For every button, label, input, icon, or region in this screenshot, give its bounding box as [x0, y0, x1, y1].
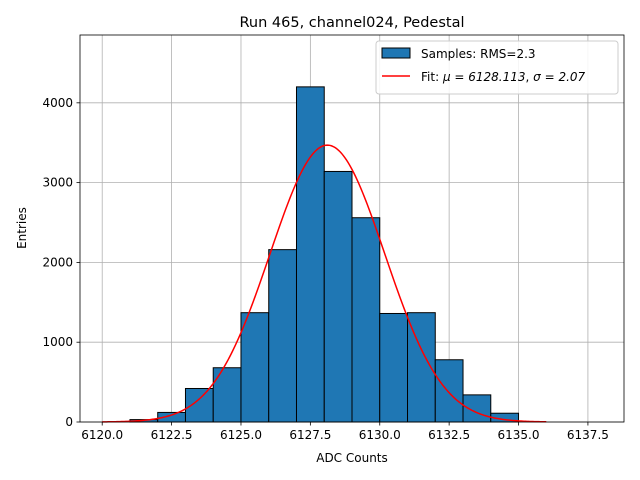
histogram-bar: [212, 367, 242, 423]
histogram-bar: [295, 86, 325, 423]
y-tick-label: 2000: [42, 255, 73, 269]
y-tick-label: 4000: [42, 96, 73, 110]
histogram-bar: [184, 387, 214, 423]
legend-fit-label: Fit: μ = 6128.113, σ = 2.07: [421, 70, 586, 84]
y-axis-ticks: 0 1000 2000 3000 4000: [42, 96, 80, 429]
legend-samples-swatch: [381, 47, 411, 59]
legend: Samples: RMS=2.3 Fit: μ = 6128.113, σ = …: [375, 40, 619, 95]
legend-box: [375, 40, 619, 95]
x-tick-label: 6120.0: [81, 428, 123, 442]
fit-curve: [102, 144, 547, 423]
x-tick-label: 6132.5: [428, 428, 470, 442]
histogram-bar: [268, 249, 297, 423]
histogram-bar: [351, 217, 381, 423]
y-tick-label: 0: [65, 415, 73, 429]
x-tick-label: 6135.0: [498, 428, 540, 442]
x-tick-label: 6122.5: [151, 428, 193, 442]
histogram-bar: [434, 359, 464, 423]
x-axis-ticks: 6120.0 6122.5 6125.0 6127.5 6130.0 6132.5 6135…: [81, 422, 609, 442]
x-tick-label: 6127.5: [289, 428, 331, 442]
legend-fit-sigma: σ = 2.07: [533, 70, 585, 84]
x-tick-label: 6137.5: [567, 428, 609, 442]
histogram-bar: [379, 312, 409, 423]
legend-samples-label: Samples: RMS=2.3: [421, 47, 536, 61]
chart-title: Run 465, channel024, Pedestal: [239, 15, 464, 31]
y-tick-label: 3000: [42, 176, 73, 190]
y-tick-label: 1000: [42, 335, 73, 349]
x-tick-label: 6130.0: [359, 428, 401, 442]
legend-fit-mu: μ = 6128.113: [442, 70, 526, 84]
legend-fit-separator: ,: [526, 70, 534, 84]
x-axis-label: ADC Counts: [316, 451, 388, 465]
y-axis-label: Entries: [15, 207, 29, 249]
histogram-bar: [323, 170, 353, 423]
histogram-bar: [240, 312, 270, 423]
axes-frame: [79, 34, 625, 423]
x-tick-label: 6125.0: [220, 428, 262, 442]
legend-fit-prefix: Fit:: [421, 70, 443, 84]
